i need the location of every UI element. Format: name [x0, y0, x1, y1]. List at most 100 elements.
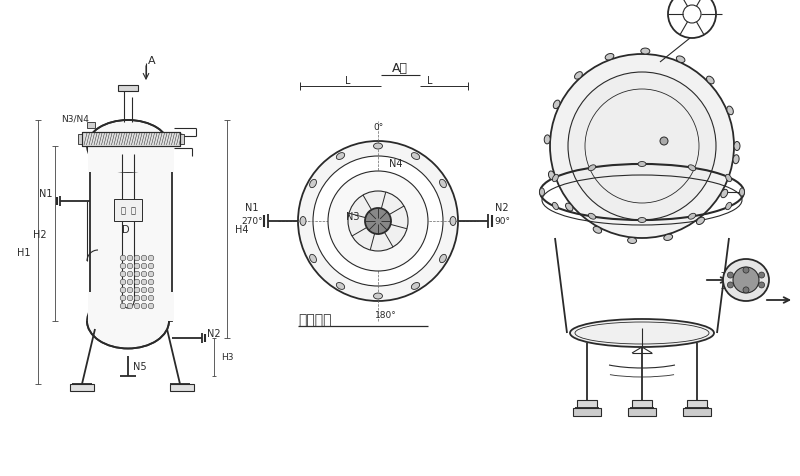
Ellipse shape — [439, 255, 446, 263]
Ellipse shape — [733, 156, 739, 164]
Ellipse shape — [726, 175, 731, 182]
Ellipse shape — [688, 166, 696, 171]
Ellipse shape — [638, 218, 646, 223]
Ellipse shape — [739, 188, 745, 197]
Bar — [82, 133, 180, 147]
Ellipse shape — [411, 283, 420, 290]
Ellipse shape — [697, 218, 705, 225]
Bar — [90, 147, 172, 321]
Text: N3/N4: N3/N4 — [61, 114, 89, 123]
Text: 徽: 徽 — [121, 206, 126, 215]
Circle shape — [660, 138, 668, 146]
Circle shape — [127, 288, 133, 293]
Ellipse shape — [310, 180, 317, 188]
Ellipse shape — [411, 153, 420, 160]
Circle shape — [148, 296, 154, 301]
Circle shape — [743, 268, 749, 274]
Circle shape — [120, 256, 126, 261]
Circle shape — [127, 296, 133, 301]
Ellipse shape — [574, 72, 582, 80]
Circle shape — [365, 208, 391, 235]
Bar — [687, 400, 707, 408]
Text: N4: N4 — [390, 159, 402, 169]
Text: N2: N2 — [207, 328, 221, 338]
Text: 90°: 90° — [494, 217, 510, 226]
Ellipse shape — [588, 166, 596, 171]
Ellipse shape — [374, 293, 382, 299]
Ellipse shape — [300, 217, 306, 226]
Bar — [683, 408, 711, 416]
Text: 180°: 180° — [375, 311, 397, 320]
Ellipse shape — [374, 144, 382, 149]
Ellipse shape — [539, 188, 545, 197]
Ellipse shape — [544, 136, 550, 145]
Bar — [78, 135, 82, 145]
Ellipse shape — [641, 49, 650, 55]
Text: D: D — [122, 225, 130, 235]
Text: H1: H1 — [17, 248, 30, 258]
Ellipse shape — [336, 153, 345, 160]
Circle shape — [148, 264, 154, 269]
Circle shape — [120, 304, 126, 309]
Circle shape — [127, 264, 133, 269]
Text: N5: N5 — [133, 361, 147, 371]
Circle shape — [148, 256, 154, 261]
Circle shape — [348, 192, 408, 251]
Bar — [88, 292, 174, 321]
Circle shape — [743, 288, 749, 293]
Circle shape — [313, 157, 443, 287]
Text: L: L — [427, 76, 433, 86]
Circle shape — [550, 55, 734, 238]
Text: N1: N1 — [246, 203, 258, 213]
Circle shape — [727, 282, 734, 288]
Text: 銓牌方位: 銓牌方位 — [298, 312, 331, 327]
Bar — [88, 147, 174, 173]
Ellipse shape — [87, 294, 169, 349]
Ellipse shape — [450, 217, 456, 226]
Circle shape — [141, 296, 147, 301]
Text: 270°: 270° — [241, 217, 263, 226]
Text: H3: H3 — [221, 353, 234, 362]
Circle shape — [134, 279, 140, 285]
Ellipse shape — [706, 77, 714, 85]
Ellipse shape — [727, 107, 734, 116]
Circle shape — [120, 272, 126, 277]
Text: A: A — [148, 56, 156, 66]
Circle shape — [134, 304, 140, 309]
Text: L: L — [346, 76, 350, 86]
Bar — [118, 86, 138, 92]
Ellipse shape — [676, 57, 685, 63]
Ellipse shape — [734, 142, 740, 151]
Circle shape — [148, 272, 154, 277]
Ellipse shape — [721, 190, 728, 198]
Circle shape — [148, 279, 154, 285]
Circle shape — [127, 256, 133, 261]
Bar — [70, 384, 94, 391]
Ellipse shape — [570, 319, 714, 347]
Text: 业: 业 — [130, 206, 135, 215]
Ellipse shape — [588, 214, 596, 220]
Circle shape — [120, 279, 126, 285]
Circle shape — [120, 296, 126, 301]
Circle shape — [328, 172, 428, 271]
Ellipse shape — [554, 101, 560, 109]
Ellipse shape — [439, 180, 446, 188]
Circle shape — [127, 304, 133, 309]
Ellipse shape — [310, 255, 317, 263]
Text: N1: N1 — [39, 188, 53, 198]
Circle shape — [758, 272, 765, 278]
Circle shape — [148, 288, 154, 293]
Circle shape — [141, 288, 147, 293]
Ellipse shape — [549, 172, 555, 180]
Circle shape — [141, 256, 147, 261]
Circle shape — [148, 304, 154, 309]
Ellipse shape — [553, 175, 558, 182]
Circle shape — [141, 272, 147, 277]
Ellipse shape — [726, 203, 731, 210]
Circle shape — [141, 304, 147, 309]
Circle shape — [127, 272, 133, 277]
Text: N3: N3 — [346, 211, 360, 221]
Text: 0°: 0° — [373, 122, 383, 131]
Ellipse shape — [566, 204, 573, 211]
Ellipse shape — [336, 283, 345, 290]
